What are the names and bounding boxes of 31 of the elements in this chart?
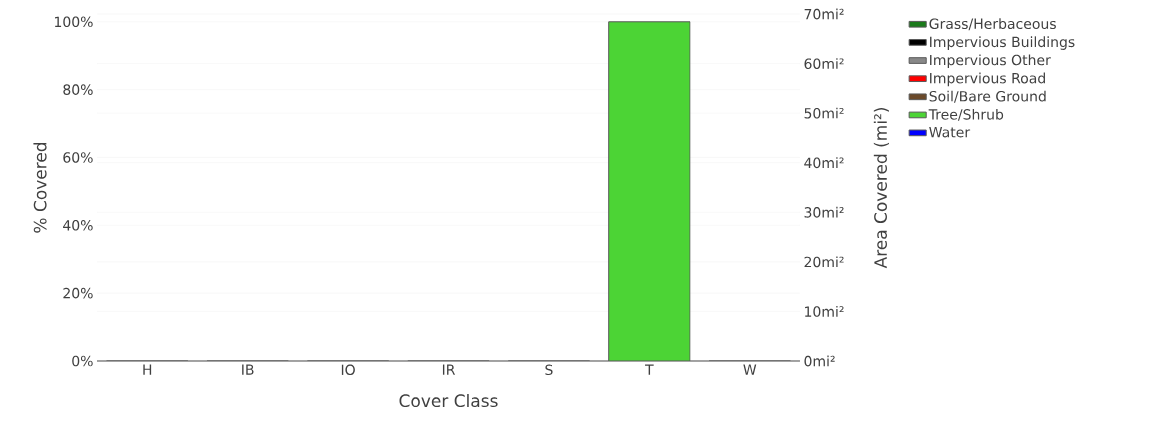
x-tick-label: H [143, 364, 152, 375]
y-tick-label: 100% [55, 16, 93, 28]
y2-tick-label: 70mi² [804, 8, 844, 20]
y2-tick-label: 10mi² [805, 306, 844, 317]
x-tick-label: IR [442, 364, 456, 375]
y2-tick-label: 30mi² [804, 206, 844, 218]
legend-label: Impervious Buildings [930, 36, 1075, 50]
y2-tick-label: 20mi² [804, 256, 844, 268]
y2-tick-label: 0mi² [804, 355, 835, 367]
legend-label: Tree/Shrub [928, 108, 1004, 121]
legend-label: Grass/Herbaceous [929, 18, 1056, 31]
y-tick-label: 0% [72, 355, 93, 367]
legend-label: Impervious Road [930, 72, 1045, 87]
y-tick-label: 60% [63, 152, 93, 163]
x-tick-label: IO [341, 364, 355, 376]
x-axis-title: Cover Class [399, 393, 498, 408]
y2-tick-label: 40mi² [804, 157, 844, 169]
legend-label: Water [929, 127, 971, 138]
x-tick-label: W [743, 364, 757, 375]
x-tick-label: T [645, 364, 654, 375]
x-tick-label: S [545, 364, 553, 376]
y2-tick-label: 60mi² [804, 58, 844, 69]
y-tick-label: 40% [63, 220, 93, 231]
y2-axis-title: Area Covered (mi²) [873, 108, 889, 269]
x-tick-label: IB [242, 364, 254, 375]
y2-tick-label: 50mi² [804, 107, 844, 119]
y-tick-label: 80% [63, 84, 93, 95]
y-tick-label: 20% [63, 287, 93, 299]
legend-label: Soil/Bare Ground [929, 90, 1046, 103]
legend-label: Impervious Other [930, 54, 1051, 69]
y-axis-title: % Covered [33, 142, 47, 233]
